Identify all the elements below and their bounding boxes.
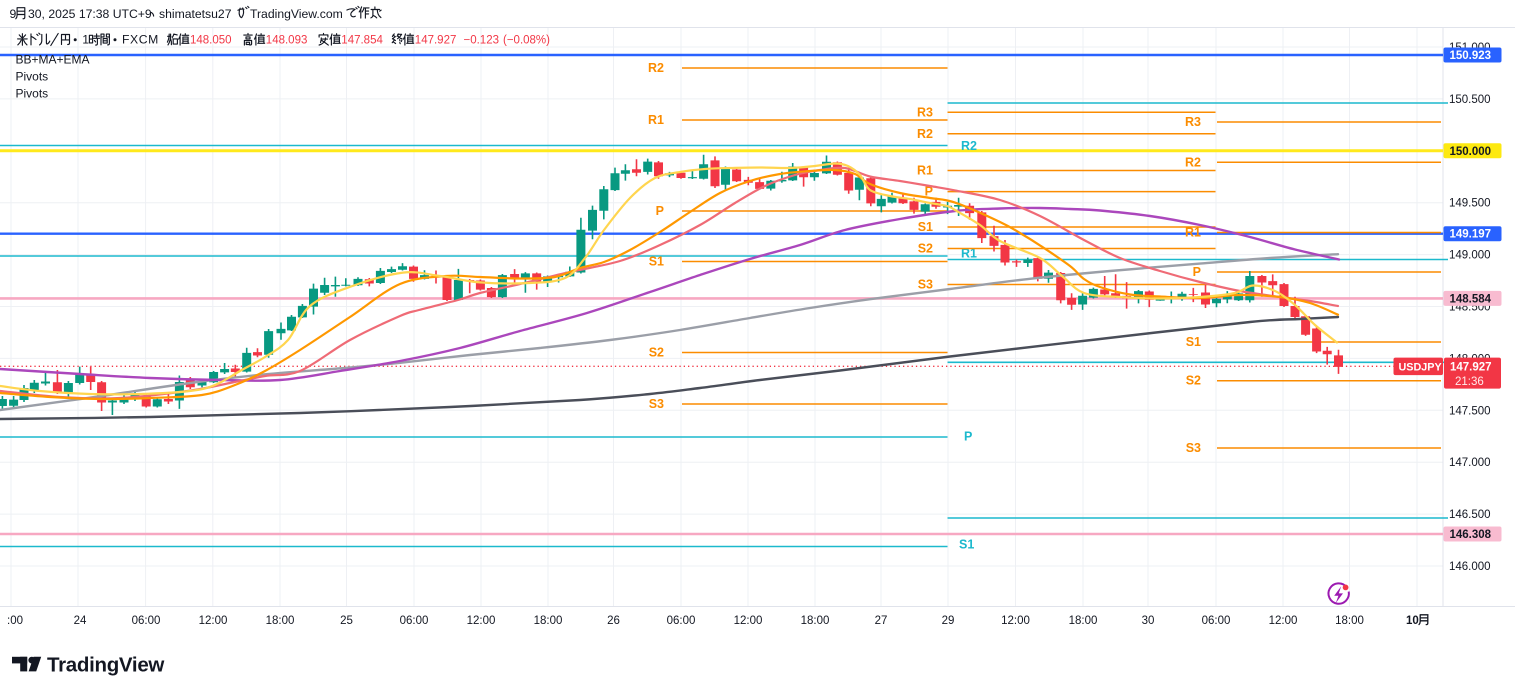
svg-text:18:00: 18:00 <box>1335 615 1364 627</box>
svg-text:147.854: 147.854 <box>341 35 383 47</box>
svg-text:147.927: 147.927 <box>415 35 457 47</box>
svg-text:Pivots: Pivots <box>16 70 49 84</box>
svg-text:18:00: 18:00 <box>534 615 563 627</box>
svg-text:29: 29 <box>942 615 955 627</box>
svg-text:R2: R2 <box>961 139 977 153</box>
svg-text:30: 30 <box>1142 615 1155 627</box>
svg-text:S3: S3 <box>1186 441 1201 455</box>
svg-text:149.000: 149.000 <box>1449 250 1491 262</box>
svg-text:9: 9 <box>10 7 17 21</box>
svg-text:18:00: 18:00 <box>1069 615 1098 627</box>
svg-text:149.500: 149.500 <box>1449 198 1491 210</box>
svg-text:147.500: 147.500 <box>1449 405 1491 417</box>
svg-text:30, 2025 17:38 UTC+9: 30, 2025 17:38 UTC+9 <box>28 7 152 21</box>
svg-text:S2: S2 <box>649 346 664 360</box>
svg-text:18:00: 18:00 <box>801 615 830 627</box>
svg-text:12:00: 12:00 <box>734 615 763 627</box>
svg-text:R1: R1 <box>1185 226 1201 240</box>
svg-text:shimatetsu27: shimatetsu27 <box>159 7 232 21</box>
svg-text:P: P <box>656 204 664 218</box>
svg-text:150.000: 150.000 <box>1450 146 1492 158</box>
svg-text:TradingView: TradingView <box>47 654 164 677</box>
svg-text:148.093: 148.093 <box>266 35 308 47</box>
svg-text:S3: S3 <box>649 397 664 411</box>
svg-text:12:00: 12:00 <box>1269 615 1298 627</box>
svg-text:−0.123: −0.123 <box>464 35 500 47</box>
svg-text:P: P <box>964 430 972 444</box>
svg-text:BB+MA+EMA: BB+MA+EMA <box>16 53 90 67</box>
svg-text:148.050: 148.050 <box>190 35 232 47</box>
svg-text:R2: R2 <box>1185 155 1201 169</box>
svg-text:25: 25 <box>340 615 353 627</box>
svg-text:1: 1 <box>82 33 89 47</box>
svg-text:S2: S2 <box>1186 374 1201 388</box>
svg-text:12:00: 12:00 <box>467 615 496 627</box>
svg-text:FXCM: FXCM <box>122 33 159 47</box>
svg-text:R1: R1 <box>961 247 977 261</box>
svg-text:27: 27 <box>875 615 888 627</box>
svg-text:150.923: 150.923 <box>1450 50 1492 62</box>
svg-text:S1: S1 <box>918 220 933 234</box>
svg-text:06:00: 06:00 <box>400 615 429 627</box>
svg-text:S3: S3 <box>918 278 933 292</box>
svg-text:R1: R1 <box>917 164 933 178</box>
svg-text:149.197: 149.197 <box>1450 229 1492 241</box>
svg-text:P: P <box>925 185 933 199</box>
svg-text:12:00: 12:00 <box>199 615 228 627</box>
svg-text:18:00: 18:00 <box>266 615 295 627</box>
svg-text:24: 24 <box>74 615 87 627</box>
svg-text:R2: R2 <box>648 61 664 75</box>
svg-text:(−0.08%): (−0.08%) <box>503 35 550 47</box>
svg-text:148.584: 148.584 <box>1450 293 1492 305</box>
svg-text::00: :00 <box>7 615 23 627</box>
svg-text:S1: S1 <box>1186 335 1201 349</box>
svg-text:R3: R3 <box>1185 115 1201 129</box>
svg-text:TradingView.com: TradingView.com <box>250 7 343 21</box>
svg-text:10: 10 <box>1406 615 1419 627</box>
svg-text:12:00: 12:00 <box>1001 615 1030 627</box>
svg-text:150.500: 150.500 <box>1449 94 1491 106</box>
svg-text:21:36: 21:36 <box>1455 376 1484 388</box>
svg-text:S1: S1 <box>649 255 664 269</box>
svg-text:06:00: 06:00 <box>1202 615 1231 627</box>
svg-text:S2: S2 <box>918 242 933 256</box>
svg-text:146.500: 146.500 <box>1449 509 1491 521</box>
svg-text:S1: S1 <box>959 538 974 552</box>
svg-text:R2: R2 <box>917 127 933 141</box>
svg-text:146.000: 146.000 <box>1449 561 1491 573</box>
svg-text:147.927: 147.927 <box>1450 361 1492 373</box>
svg-text:USDJPY: USDJPY <box>1399 361 1443 373</box>
svg-text:P: P <box>1193 265 1201 279</box>
svg-text:Pivots: Pivots <box>16 87 49 101</box>
svg-text:26: 26 <box>607 615 620 627</box>
svg-text:06:00: 06:00 <box>132 615 161 627</box>
svg-text:06:00: 06:00 <box>667 615 696 627</box>
svg-text:R3: R3 <box>917 105 933 119</box>
svg-text:146.308: 146.308 <box>1450 529 1492 541</box>
svg-text:147.000: 147.000 <box>1449 457 1491 469</box>
svg-text:R1: R1 <box>648 113 664 127</box>
